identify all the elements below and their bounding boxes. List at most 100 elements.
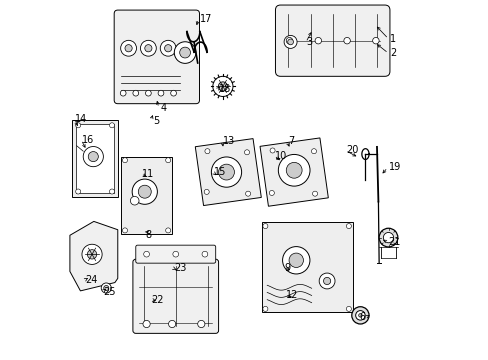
Circle shape <box>278 154 309 186</box>
Circle shape <box>120 90 126 96</box>
Circle shape <box>311 149 316 154</box>
Circle shape <box>109 123 114 128</box>
Circle shape <box>358 314 362 317</box>
Text: 5: 5 <box>152 116 159 126</box>
Circle shape <box>285 37 292 44</box>
Text: 9: 9 <box>284 263 290 273</box>
Circle shape <box>211 157 241 187</box>
Circle shape <box>269 148 275 153</box>
Circle shape <box>165 158 170 163</box>
FancyBboxPatch shape <box>114 10 199 104</box>
Text: 22: 22 <box>151 294 164 305</box>
Polygon shape <box>260 138 327 206</box>
Circle shape <box>122 158 127 163</box>
Circle shape <box>133 90 139 96</box>
Text: 16: 16 <box>81 135 94 145</box>
Text: 12: 12 <box>285 290 298 300</box>
Circle shape <box>343 37 349 44</box>
Circle shape <box>263 224 267 229</box>
FancyBboxPatch shape <box>275 5 389 76</box>
Circle shape <box>174 42 196 63</box>
Circle shape <box>82 244 102 264</box>
Circle shape <box>132 179 157 204</box>
Circle shape <box>168 320 175 328</box>
Text: 14: 14 <box>75 114 87 124</box>
Circle shape <box>140 40 156 56</box>
Circle shape <box>144 45 152 52</box>
Circle shape <box>202 251 207 257</box>
Circle shape <box>121 40 136 56</box>
Circle shape <box>244 150 249 155</box>
Circle shape <box>87 250 97 259</box>
Circle shape <box>83 147 103 167</box>
Text: 6: 6 <box>358 312 365 322</box>
FancyBboxPatch shape <box>136 245 215 263</box>
Circle shape <box>204 189 209 194</box>
Circle shape <box>101 283 111 293</box>
Circle shape <box>284 35 296 48</box>
Bar <box>261 222 352 312</box>
Circle shape <box>130 197 139 205</box>
Text: 3: 3 <box>306 37 312 48</box>
Circle shape <box>218 82 227 91</box>
Text: 17: 17 <box>199 14 211 24</box>
Circle shape <box>372 37 378 44</box>
Circle shape <box>158 90 163 96</box>
Circle shape <box>103 285 108 291</box>
Circle shape <box>204 149 209 154</box>
Polygon shape <box>70 221 118 291</box>
Text: 18: 18 <box>218 84 230 94</box>
Text: 4: 4 <box>161 103 167 113</box>
Text: 2: 2 <box>389 48 396 58</box>
Circle shape <box>355 311 365 320</box>
Circle shape <box>378 228 397 247</box>
Circle shape <box>164 45 171 52</box>
Circle shape <box>172 251 178 257</box>
Text: 23: 23 <box>174 263 186 273</box>
Text: 15: 15 <box>213 167 226 177</box>
Circle shape <box>138 185 151 198</box>
Circle shape <box>109 189 114 194</box>
Polygon shape <box>195 139 261 206</box>
Text: 7: 7 <box>287 136 293 146</box>
Text: 8: 8 <box>145 230 151 240</box>
Circle shape <box>88 152 98 162</box>
Circle shape <box>170 90 176 96</box>
FancyBboxPatch shape <box>133 259 218 333</box>
Text: 25: 25 <box>103 287 116 297</box>
Text: 1: 1 <box>389 34 396 44</box>
Circle shape <box>165 228 170 233</box>
Circle shape <box>346 224 351 229</box>
Circle shape <box>319 273 334 289</box>
Circle shape <box>285 162 302 178</box>
Text: 13: 13 <box>223 136 235 146</box>
Circle shape <box>160 40 176 56</box>
Circle shape <box>197 320 204 328</box>
Circle shape <box>143 251 149 257</box>
Circle shape <box>76 189 81 194</box>
Text: 24: 24 <box>85 275 98 285</box>
Bar <box>121 157 171 234</box>
Circle shape <box>245 191 250 196</box>
Text: 10: 10 <box>275 150 287 161</box>
Circle shape <box>145 90 151 96</box>
Circle shape <box>346 306 351 311</box>
Circle shape <box>312 191 317 196</box>
Circle shape <box>179 47 190 58</box>
Circle shape <box>269 190 274 195</box>
Text: 11: 11 <box>142 168 154 179</box>
Circle shape <box>287 39 293 45</box>
Circle shape <box>122 228 127 233</box>
Circle shape <box>288 253 303 267</box>
Circle shape <box>323 277 330 284</box>
Circle shape <box>76 123 81 128</box>
Bar <box>72 120 118 197</box>
Circle shape <box>282 247 309 274</box>
Circle shape <box>125 45 132 52</box>
Circle shape <box>314 37 321 44</box>
Circle shape <box>263 306 267 311</box>
Circle shape <box>351 307 368 324</box>
Circle shape <box>142 320 150 328</box>
Bar <box>76 124 114 193</box>
Circle shape <box>212 76 232 96</box>
